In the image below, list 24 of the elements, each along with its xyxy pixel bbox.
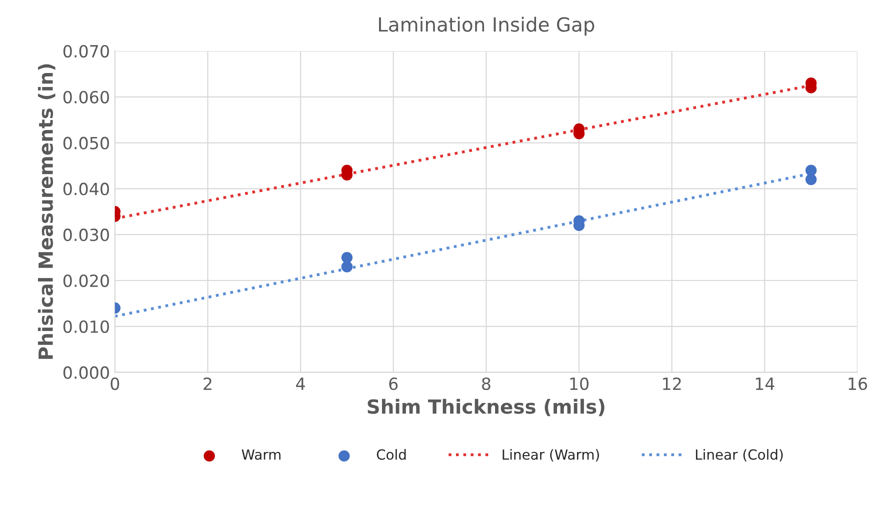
y-tick-label: 0.040 <box>63 182 109 196</box>
y-tick-label: 0.070 <box>63 44 109 58</box>
x-tick-label: 2 <box>204 377 212 390</box>
legend-label: Linear (Warm) <box>502 449 599 462</box>
y-tick-label: 0.030 <box>63 228 109 242</box>
x-tick-label: 10 <box>570 377 589 390</box>
y-axis-title: Phisical Measurements (in) <box>38 64 56 359</box>
y-tick-label: 0.000 <box>63 366 109 379</box>
x-tick-label: 0 <box>110 377 120 390</box>
y-tick-label: 0.010 <box>63 320 109 333</box>
legend-label: Linear (Cold) <box>696 449 783 462</box>
x-tick-label: 4 <box>296 378 305 390</box>
chart-title: Lamination Inside Gap <box>379 16 594 36</box>
y-tick-label: 0.020 <box>63 274 109 288</box>
x-tick-label: 6 <box>389 377 398 390</box>
legend-label: Cold <box>376 449 406 460</box>
y-tick-label: 0.060 <box>63 90 109 104</box>
x-tick-label: 12 <box>663 377 681 390</box>
x-axis-title: Shim Thickness (mils) <box>368 398 604 416</box>
x-tick-label: 8 <box>482 377 490 390</box>
legend-label: Warm <box>242 449 280 460</box>
x-tick-label: 16 <box>848 377 868 390</box>
x-tick-label: 14 <box>756 378 774 390</box>
y-tick-label: 0.050 <box>63 136 109 150</box>
